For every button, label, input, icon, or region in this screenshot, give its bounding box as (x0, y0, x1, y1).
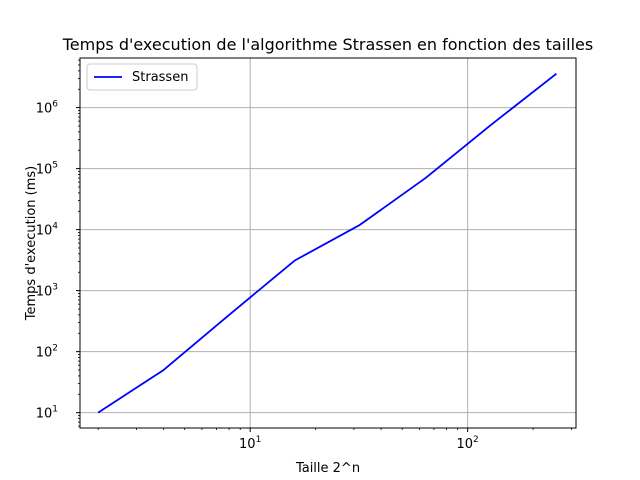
chart-title: Temps d'execution de l'algorithme Strass… (62, 35, 593, 54)
y-axis-label: Temps d'execution (ms) (24, 166, 39, 321)
x-axis-ticks: 101 102 (239, 428, 479, 452)
y-tick-label: 103 (36, 283, 58, 300)
legend-box (86, 63, 198, 91)
y-tick-label: 102 (36, 344, 58, 361)
y-tick-label: 106 (36, 100, 59, 117)
x-tick-label: 102 (456, 435, 478, 452)
series-layer (97, 72, 557, 414)
y-tick-label: 105 (36, 161, 58, 178)
y-axis-ticks: 101 102 103 104 105 106 (36, 100, 80, 422)
x-tick-label: 101 (239, 435, 261, 452)
x-axis-label: Taille 2^n (295, 461, 360, 476)
grid (80, 58, 576, 428)
series-line-strassen (97, 72, 557, 414)
legend: Strassen (86, 63, 198, 91)
y-tick-label: 104 (36, 222, 59, 239)
plot-frame (79, 57, 577, 429)
legend-label-strassen: Strassen (132, 70, 188, 85)
y-tick-label: 101 (36, 405, 58, 422)
